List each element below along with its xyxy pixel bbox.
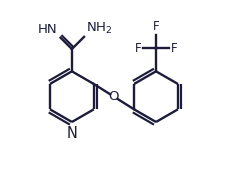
Text: F: F (153, 20, 159, 33)
Text: NH$_2$: NH$_2$ (86, 21, 112, 36)
Text: O: O (109, 90, 119, 103)
Text: F: F (171, 42, 178, 55)
Text: F: F (135, 42, 141, 55)
Text: N: N (66, 126, 77, 141)
Text: HN: HN (38, 23, 58, 36)
